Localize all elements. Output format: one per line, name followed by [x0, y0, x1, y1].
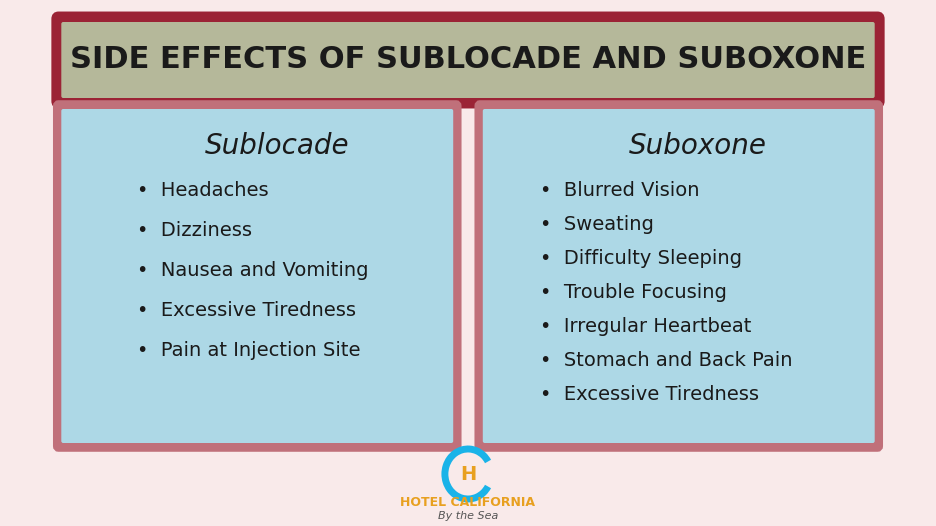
- Text: SIDE EFFECTS OF SUBLOCADE AND SUBOXONE: SIDE EFFECTS OF SUBLOCADE AND SUBOXONE: [70, 46, 866, 75]
- Text: •  Nausea and Vomiting: • Nausea and Vomiting: [137, 261, 369, 280]
- Text: •  Sweating: • Sweating: [540, 216, 654, 235]
- Text: •  Headaches: • Headaches: [137, 181, 269, 200]
- Text: •  Stomach and Back Pain: • Stomach and Back Pain: [540, 351, 793, 370]
- Text: •  Irregular Heartbeat: • Irregular Heartbeat: [540, 318, 752, 337]
- Text: •  Trouble Focusing: • Trouble Focusing: [540, 284, 727, 302]
- Text: H: H: [460, 464, 476, 483]
- FancyBboxPatch shape: [477, 103, 880, 449]
- Text: Sublocade: Sublocade: [204, 132, 349, 160]
- Text: •  Dizziness: • Dizziness: [137, 221, 252, 240]
- Text: HOTEL CALIFORNIA: HOTEL CALIFORNIA: [401, 495, 535, 509]
- FancyBboxPatch shape: [56, 103, 459, 449]
- FancyBboxPatch shape: [61, 109, 453, 443]
- FancyBboxPatch shape: [483, 109, 875, 443]
- Text: •  Pain at Injection Site: • Pain at Injection Site: [137, 341, 360, 360]
- Text: Suboxone: Suboxone: [629, 132, 768, 160]
- Text: •  Excessive Tiredness: • Excessive Tiredness: [540, 386, 759, 404]
- Text: By the Sea: By the Sea: [438, 511, 498, 521]
- Text: •  Blurred Vision: • Blurred Vision: [540, 181, 699, 200]
- Text: •  Excessive Tiredness: • Excessive Tiredness: [137, 301, 356, 320]
- FancyBboxPatch shape: [61, 22, 875, 98]
- FancyBboxPatch shape: [55, 15, 881, 105]
- Text: •  Difficulty Sleeping: • Difficulty Sleeping: [540, 249, 742, 268]
